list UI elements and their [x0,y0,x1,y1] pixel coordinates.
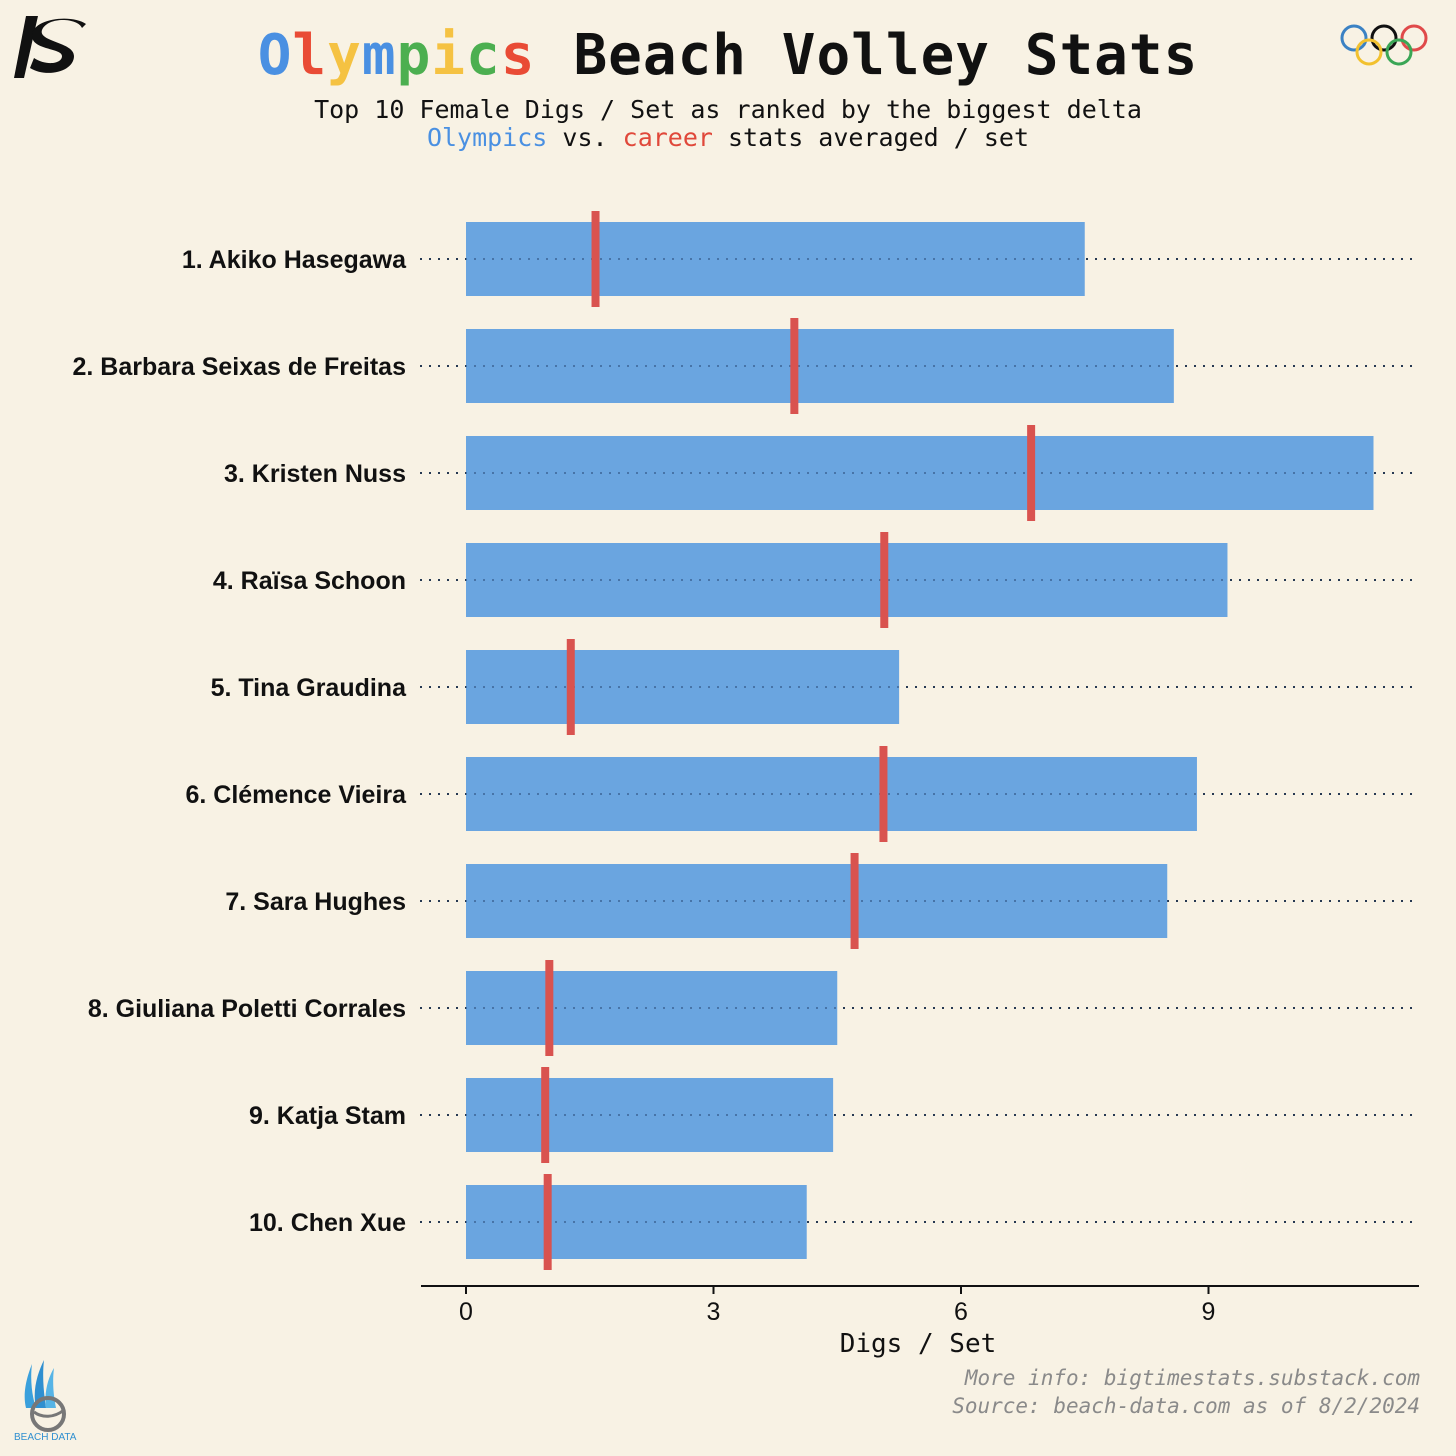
title-letter: p [396,23,432,88]
subtitle-line-1: Top 10 Female Digs / Set as ranked by th… [314,95,1142,124]
subtitle-olympics-key: Olympics [426,123,548,152]
career-tick [566,639,575,735]
x-tick-label: 3 [707,1298,721,1326]
chart-row: 10. Chen Xue [249,1174,1414,1270]
player-label: 2. Barbara Seixas de Freitas [72,353,406,381]
footer-source: Source: beach-data.com as of 8/2/2024 [952,1394,1420,1418]
big-time-stats-logo-icon [14,16,86,78]
title-letter: l [292,23,328,88]
x-tick-label: 0 [459,1298,473,1326]
career-tick [545,960,554,1056]
title-main-text: Beach Volley Stats [573,23,1199,88]
olympics-bar [466,757,1197,831]
chart-title: Olympics Beach Volley Stats [0,22,1456,88]
career-tick [591,211,600,307]
career-tick [879,746,888,842]
chart-row: 4. Raïsa Schoon [213,532,1414,628]
title-letter: m [361,23,397,88]
career-tick [1027,425,1036,521]
player-label: 9. Katja Stam [249,1102,406,1130]
chart-row: 6. Clémence Vieira [185,746,1414,842]
olympics-bar [466,436,1374,510]
career-tick [541,1067,550,1163]
title-letter: y [327,23,362,88]
player-label: 7. Sara Hughes [225,888,406,916]
player-label: 10. Chen Xue [249,1209,406,1237]
title-olympics-word: Olympics [258,23,536,88]
olympics-bar [466,329,1174,403]
beach-data-logo-icon [24,1360,66,1432]
olympics-bar [466,971,838,1045]
player-label: 5. Tina Graudina [211,674,408,702]
footer-credits: More info: bigtimestats.substack.com Sou… [952,1364,1420,1420]
footer-more-info: More info: bigtimestats.substack.com [964,1366,1420,1390]
subtitle-vs: vs. [547,123,623,152]
chart-row: 3. Kristen Nuss [224,425,1414,521]
x-tick-label: 6 [954,1298,968,1326]
title-letter: s [500,23,536,88]
olympic-rings-icon [1340,24,1428,66]
olympics-bar [466,222,1085,296]
player-label: 4. Raïsa Schoon [213,567,406,595]
chart-row: 5. Tina Graudina [211,639,1414,735]
player-label: 1. Akiko Hasegawa [182,246,407,274]
player-label: 8. Giuliana Poletti Corrales [88,995,406,1023]
olympics-bar [466,1078,834,1152]
title-letter: i [431,23,466,88]
career-tick [850,853,859,949]
career-tick [790,318,799,414]
subtitle-line-2: Olympics vs. career stats averaged / set [0,124,1456,152]
chart-row: 7. Sara Hughes [225,853,1414,949]
x-axis-label: Digs / Set [840,1329,997,1359]
chart-row: 8. Giuliana Poletti Corrales [88,960,1414,1056]
subtitle-tail: stats averaged / set [712,123,1030,152]
title-letter: O [257,23,293,88]
title-letter: c [466,23,501,88]
x-tick-label: 9 [1202,1298,1216,1326]
chart-subtitle: Top 10 Female Digs / Set as ranked by th… [0,96,1456,152]
beach-data-logo-text: BEACH DATA [14,1432,77,1443]
chart-row: 2. Barbara Seixas de Freitas [72,318,1414,414]
career-tick [880,532,889,628]
subtitle-career-key: career [622,123,713,152]
player-label: 3. Kristen Nuss [224,460,406,488]
chart-row: 9. Katja Stam [249,1067,1414,1163]
chart-row: 1. Akiko Hasegawa [182,211,1414,307]
career-tick [543,1174,552,1270]
player-label: 6. Clémence Vieira [185,781,407,809]
